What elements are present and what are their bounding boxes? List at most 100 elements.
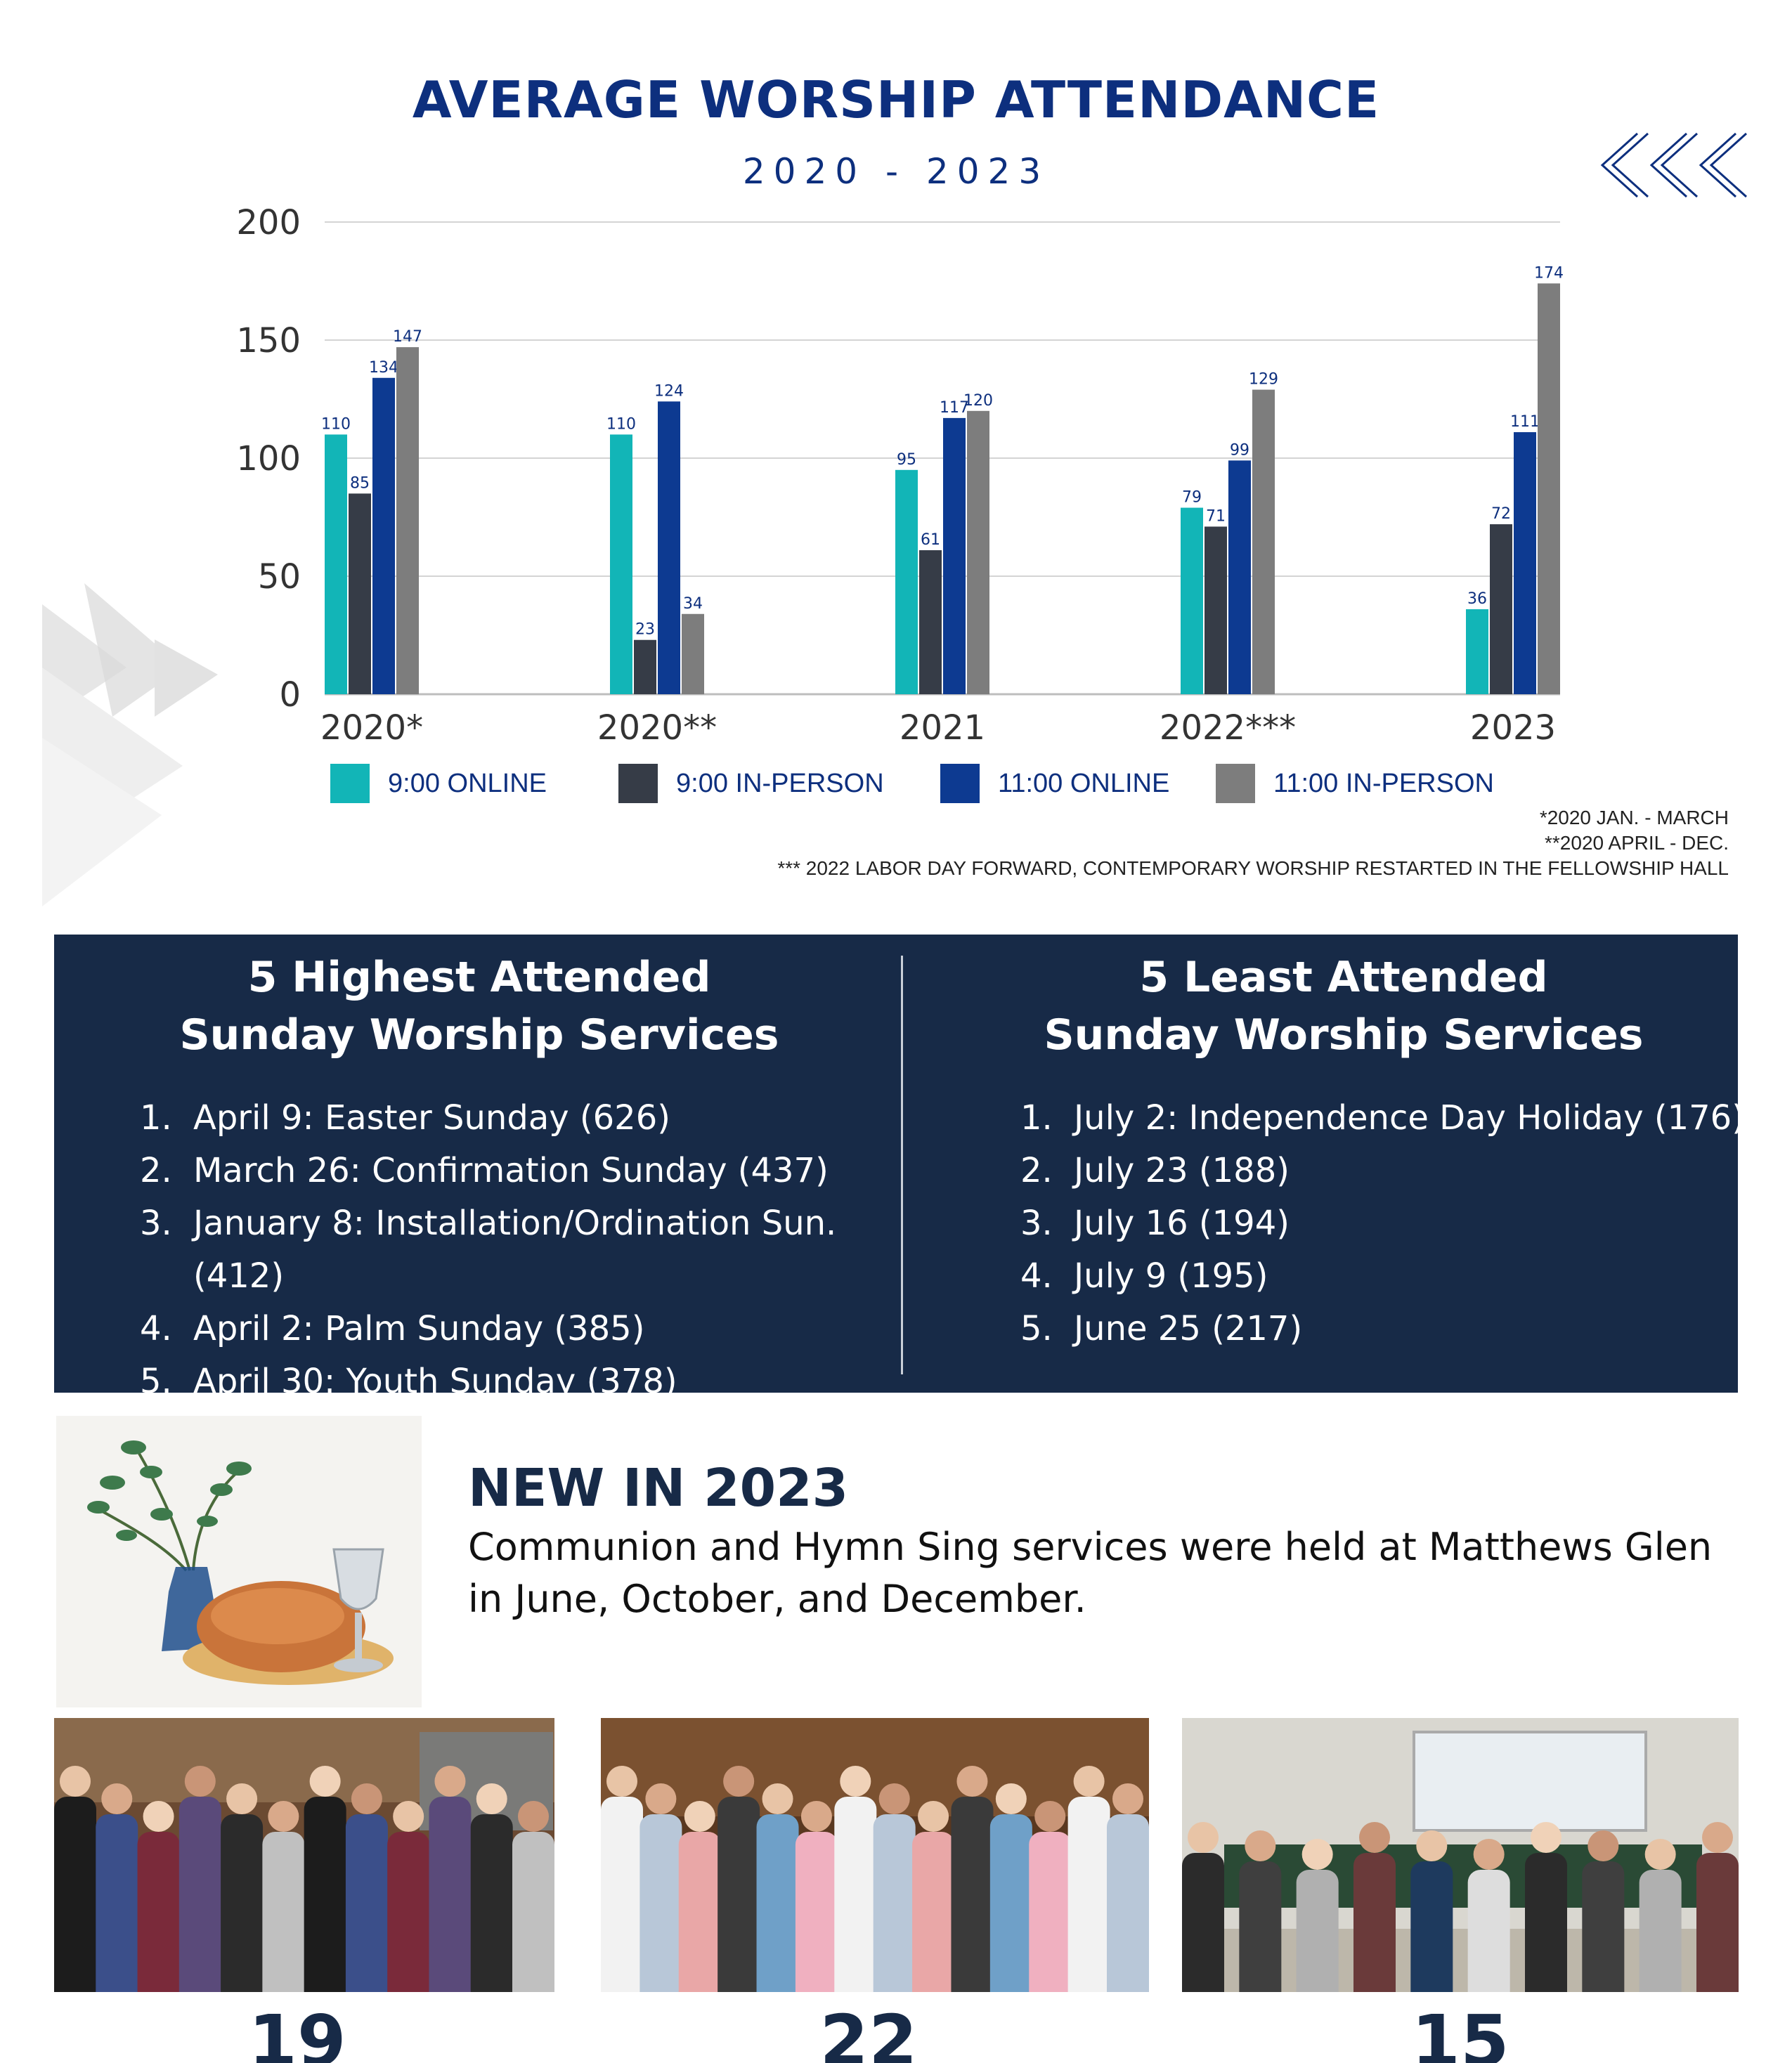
bar <box>396 347 419 694</box>
least-list: 1. July 2: Independence Day Holiday (176)… <box>940 1092 1748 1355</box>
bar <box>610 434 632 694</box>
person-body <box>834 1797 877 1992</box>
person-body <box>1067 1797 1110 1992</box>
data-label: 111 <box>1510 413 1540 431</box>
person-body <box>718 1797 760 1992</box>
legend-swatch <box>1216 764 1255 803</box>
x-tick-label: 2023 <box>1470 708 1556 748</box>
count-number: 15 <box>1411 2000 1509 2063</box>
bar <box>943 417 966 694</box>
person-body <box>1029 1832 1072 1992</box>
person-body <box>429 1797 472 1992</box>
person-head <box>878 1783 910 1814</box>
person-body <box>1296 1870 1339 1992</box>
bar <box>1466 609 1488 694</box>
bar <box>658 401 680 694</box>
person-body <box>912 1832 955 1992</box>
bar <box>895 469 918 694</box>
data-label: 36 <box>1467 590 1487 608</box>
list-item: 3. January 8: Installation/Ordination Sun… <box>140 1204 837 1296</box>
person-body <box>639 1814 682 1992</box>
person-body <box>1696 1853 1739 1992</box>
person-body <box>54 1797 96 1992</box>
person-head <box>1301 1839 1333 1870</box>
list-item: 2. March 26: Confirmation Sunday (437) <box>140 1151 829 1190</box>
list-item: 4. April 2: Palm Sunday (385) <box>140 1309 645 1348</box>
bar <box>682 613 704 694</box>
person-body <box>1353 1853 1396 1992</box>
list-item: 1. July 2: Independence Day Holiday (176) <box>1020 1098 1745 1138</box>
footnote: **2020 APRIL - DEC. <box>1545 832 1729 854</box>
person-head <box>1702 1822 1733 1853</box>
person-head <box>226 1783 258 1814</box>
data-label: 79 <box>1182 489 1202 507</box>
triangles-decoration-icon <box>42 583 218 906</box>
person-body <box>1239 1861 1282 1992</box>
person-body <box>1107 1814 1149 1992</box>
legend-item: 11:00 ONLINE <box>940 762 1169 805</box>
person-body <box>387 1832 430 1992</box>
least-heading-line2: Sunday Worship Services <box>1044 1010 1644 1060</box>
person-body <box>1639 1870 1682 1992</box>
y-tick-label: 200 <box>236 203 301 242</box>
person-head <box>645 1783 677 1814</box>
bar <box>1205 526 1227 694</box>
data-label: 99 <box>1230 441 1249 459</box>
bar <box>967 410 989 694</box>
bar <box>1228 460 1251 694</box>
person-head <box>1188 1822 1219 1853</box>
data-label: 110 <box>321 415 351 433</box>
highest-attended-column: 5 Highest Attended Sunday Worship Servic… <box>75 949 883 1408</box>
person-head <box>1531 1822 1561 1853</box>
person-head <box>840 1766 871 1797</box>
bar <box>1514 432 1536 694</box>
bar <box>349 493 371 694</box>
person-head <box>800 1801 832 1832</box>
chart-footnotes: *2020 JAN. - MARCH **2020 APRIL - DEC. *… <box>777 805 1729 881</box>
list-item: 2. July 23 (188) <box>1020 1151 1290 1190</box>
person-head <box>1588 1830 1619 1861</box>
chart-subtitle: 2020 - 2023 <box>742 151 1050 192</box>
footnote: *2020 JAN. - MARCH <box>1539 807 1729 828</box>
legend-item: 9:00 IN-PERSON <box>618 762 884 805</box>
person-head <box>476 1783 507 1814</box>
person-head <box>684 1801 715 1832</box>
person-head <box>268 1801 299 1832</box>
data-label: 124 <box>654 382 684 400</box>
communion-illustration <box>56 1416 422 1707</box>
person-head <box>60 1766 91 1797</box>
person-head <box>1112 1783 1143 1814</box>
list-item: 5. April 30: Youth Sunday (378) <box>140 1362 677 1401</box>
bar <box>325 434 347 694</box>
data-label: 34 <box>683 595 703 613</box>
person-body <box>756 1814 799 1992</box>
data-label: 95 <box>897 451 916 469</box>
data-label: 129 <box>1249 371 1278 389</box>
person-head <box>309 1766 341 1797</box>
person-body <box>873 1814 916 1992</box>
data-label: 174 <box>1534 264 1564 282</box>
person-head <box>101 1783 133 1814</box>
person-head <box>606 1766 637 1797</box>
list-item: 1. April 9: Easter Sunday (626) <box>140 1098 670 1138</box>
least-attended-column: 5 Least Attended Sunday Worship Services… <box>940 949 1748 1355</box>
person-head <box>1073 1766 1105 1797</box>
person-head <box>1034 1801 1066 1832</box>
person-body <box>1582 1861 1625 1992</box>
x-tick-label: 2020** <box>597 708 717 748</box>
highest-heading: 5 Highest Attended Sunday Worship Servic… <box>75 949 883 1064</box>
person-head <box>184 1766 216 1797</box>
count-number: 19 <box>248 2000 346 2063</box>
footnote: *** 2022 LABOR DAY FORWARD, CONTEMPORARY… <box>777 857 1729 879</box>
list-item: 5. June 25 (217) <box>1020 1309 1303 1348</box>
data-label: 61 <box>921 531 940 549</box>
least-heading: 5 Least Attended Sunday Worship Services <box>940 949 1748 1064</box>
x-tick-label: 2020* <box>320 708 423 748</box>
legend-label: 11:00 IN-PERSON <box>1273 768 1494 798</box>
data-label: 147 <box>393 328 422 346</box>
legend-label: 11:00 ONLINE <box>998 768 1170 798</box>
person-head <box>762 1783 793 1814</box>
panel-divider <box>901 956 903 1374</box>
count-number: 22 <box>819 2000 918 2063</box>
person-body <box>1182 1853 1224 1992</box>
